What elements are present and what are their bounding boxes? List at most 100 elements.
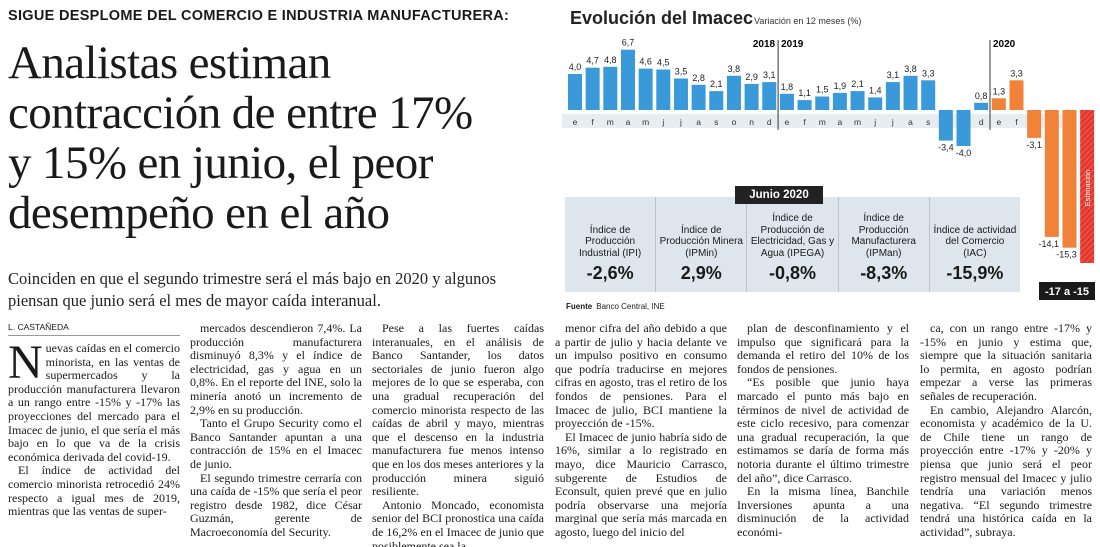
paragraph: En la misma línea, Banchile Inversiones … [737, 484, 909, 539]
headline-line: contracción de entre 17% [8, 87, 473, 139]
indicator-value: -8,3% [860, 263, 908, 283]
month-label: m [854, 117, 861, 127]
value-label: 1,8 [781, 82, 794, 92]
bar [815, 96, 830, 110]
bar [850, 91, 865, 110]
paragraph: mercados descendieron 7,4%. La producció… [190, 322, 362, 417]
value-label: 4,6 [639, 57, 652, 67]
bar [974, 102, 989, 110]
month-label: m [819, 117, 826, 127]
source-label: Fuente [566, 302, 593, 311]
year-label: 2018 [753, 39, 776, 50]
chart-subtitle: Variación en 12 meses (%) [754, 16, 861, 26]
article-column: plan de desconfinamiento y el impulso qu… [737, 322, 909, 547]
month-label: e [573, 117, 578, 127]
chart-title: Evolución del Imacec [570, 8, 753, 28]
month-label: a [908, 117, 913, 127]
bar [779, 93, 794, 110]
paragraph: plan de desconfinamiento y el impulso qu… [737, 322, 909, 376]
bar [744, 83, 759, 110]
paragraph: Nuevas caídas en el comercio minorista, … [8, 336, 180, 464]
month-label: a [838, 117, 843, 127]
value-label: 4,8 [604, 55, 617, 65]
bar [868, 97, 883, 110]
paragraph: menor cifra del año debido a que a parti… [555, 322, 727, 431]
value-label: 3,8 [904, 64, 917, 74]
month-label: n [749, 117, 754, 127]
source: Fuente Banco Central, INE [566, 302, 665, 311]
estimate-range-label: -17 a -15 [1045, 286, 1089, 298]
value-label: 3,3 [922, 68, 935, 78]
month-label: o [732, 117, 737, 127]
month-label: d [979, 117, 984, 127]
bar [673, 78, 688, 110]
paragraph: Tanto el Grupo Security como el Banco Sa… [190, 416, 362, 471]
estimate-label: Estimación [1083, 170, 1092, 207]
value-label: 1,3 [993, 86, 1006, 96]
article-column: mercados descendieron 7,4%. La producció… [190, 322, 362, 547]
bar [726, 75, 741, 110]
article-column: menor cifra del año debido a que a parti… [555, 322, 727, 547]
bar [1009, 80, 1024, 110]
headline-line: y 15% en junio, el peor [8, 137, 433, 189]
headline-line: Analistas estiman [8, 37, 331, 89]
bar [1062, 110, 1077, 248]
value-label: 3,3 [1010, 68, 1023, 78]
month-label: s [926, 117, 930, 127]
indicator-label: Índice de Producción de Electricidad, Ga… [750, 213, 835, 259]
indicator-label: Índice de Producción Manufacturera (IPMa… [851, 213, 916, 259]
headline-line: desempeño en el año [8, 187, 390, 239]
month-label: e [785, 117, 790, 127]
estimate-box [1039, 282, 1095, 300]
indicator-label: Índice de actividad del Comercio (IAC) [933, 224, 1017, 259]
value-label: 1,5 [816, 85, 829, 95]
value-label: 0,8 [975, 91, 988, 101]
month-strip [562, 114, 1062, 128]
month-label: f [591, 117, 594, 127]
value-label: 1,9 [834, 81, 847, 91]
month-label: a [626, 117, 631, 127]
article-column: ca, con un rango entre -17% y -15% en ju… [920, 322, 1092, 547]
paragraph: El segundo trimestre cerraría con una ca… [190, 470, 362, 539]
paragraph: ca, con un rango entre -17% y -15% en ju… [920, 322, 1092, 403]
value-label: 2,1 [851, 79, 864, 89]
bar [832, 92, 847, 110]
value-label: -14,1 [1039, 239, 1060, 249]
article-column: Pese a las fuertes caídas interanuales, … [372, 322, 544, 547]
month-label: j [679, 117, 682, 127]
byline: L. CASTAÑEDA [8, 322, 180, 336]
bar [585, 67, 600, 110]
kicker: SIGUE DESPLOME DEL COMERCIO E INDUSTRIA … [8, 8, 510, 24]
value-label: -3,1 [1026, 140, 1042, 150]
value-label: 2,1 [710, 79, 723, 89]
value-label: 4,5 [657, 58, 670, 68]
bar [991, 98, 1006, 110]
paragraph: El Imacec de junio habría sido de 16%, s… [555, 429, 727, 539]
paragraph: “Es posible que junio haya marcado el pu… [737, 375, 909, 485]
value-label: 3,1 [763, 70, 776, 80]
month-label: j [661, 117, 664, 127]
paragraph: El índice de actividad del comercio mino… [8, 463, 180, 519]
estimate-bar [1080, 110, 1095, 263]
month-label: f [803, 117, 806, 127]
indicator-value: -15,9% [946, 263, 1004, 283]
paragraph: En cambio, Alejandro Alarcón, economista… [920, 402, 1092, 539]
value-label: 3,5 [675, 67, 688, 77]
value-label: -15,3 [1056, 250, 1077, 260]
bar [938, 110, 953, 141]
month-label: d [767, 117, 772, 127]
value-label: 4,7 [586, 56, 599, 66]
month-label: j [873, 117, 876, 127]
month-label: m [642, 117, 649, 127]
indicator-value: -2,6% [586, 263, 634, 283]
month-label: j [891, 117, 894, 127]
chart: Evolución del Imacec Variación en 12 mes… [562, 8, 1095, 300]
indicator: Índice de Producción Industrial (IPI) -2,… [565, 197, 657, 292]
value-label: 3,1 [887, 70, 900, 80]
indicator-label: Índice de Producción Minera (IPMin) [659, 224, 743, 259]
bar [691, 84, 706, 110]
value-label: 1,1 [798, 88, 811, 98]
bar [638, 68, 653, 110]
paragraph: Antonio Moncado, economista senior del B… [372, 497, 544, 547]
month-label: f [1015, 117, 1018, 127]
